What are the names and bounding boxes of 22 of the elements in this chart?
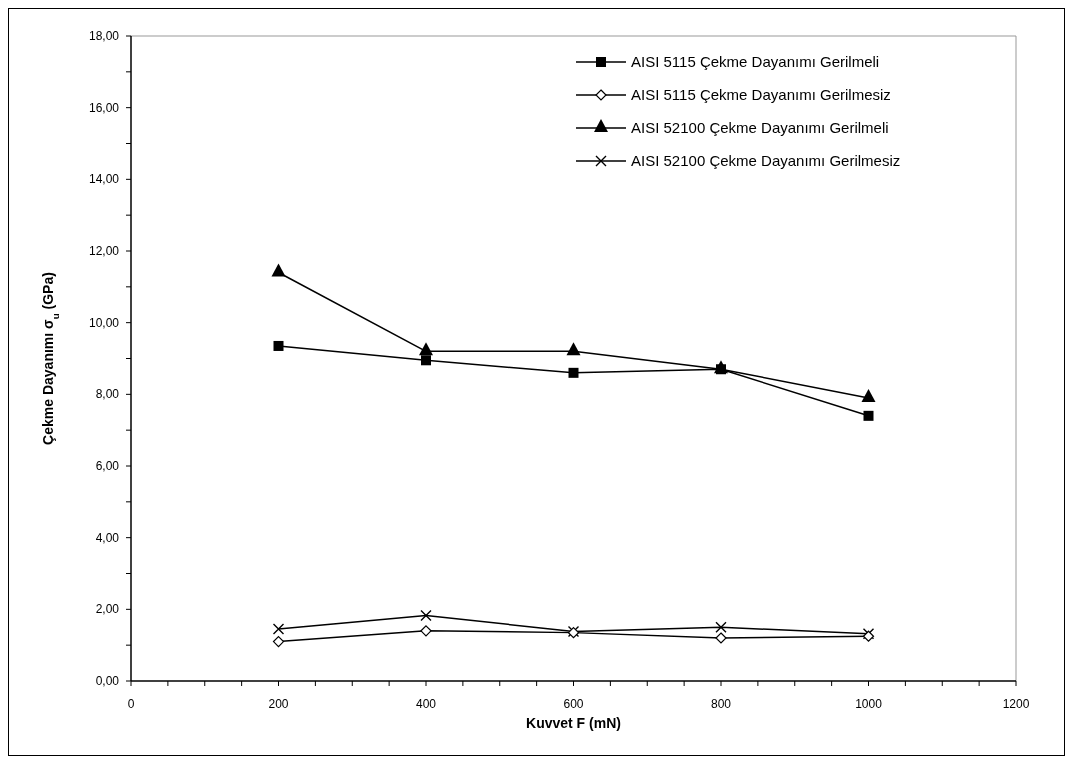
y-tick-label: 8,00 <box>95 387 120 402</box>
x-axis-title: Kuvvet F (mN) <box>526 715 621 731</box>
y-tick-label: 16,00 <box>88 100 120 115</box>
y-tick-label: 2,00 <box>95 602 120 617</box>
y-tick-label: 14,00 <box>88 172 120 187</box>
y-tick-label: 4,00 <box>95 530 120 545</box>
x-tick-label: 200 <box>268 697 289 711</box>
y-tick-label: 12,00 <box>88 244 120 258</box>
legend-label: AISI 5115 Çekme Dayanımı Gerilmesiz <box>631 86 891 103</box>
y-tick-label: 10,00 <box>88 315 120 330</box>
x-tick-label: 0 <box>127 697 135 711</box>
legend-label: AISI 52100 Çekme Dayanımı Gerilmesiz <box>631 152 901 169</box>
x-tick-label: 1200 <box>1002 697 1030 711</box>
y-tick-label: 6,00 <box>95 459 120 473</box>
legend-label: AISI 5115 Çekme Dayanımı Gerilmeli <box>631 53 880 70</box>
y-tick-label: 0,00 <box>95 674 120 688</box>
x-tick-label: 1000 <box>855 697 883 711</box>
y-tick-label: 18,00 <box>88 29 120 43</box>
x-tick-label: 800 <box>710 697 732 711</box>
legend-label: AISI 52100 Çekme Dayanımı Gerilmeli <box>631 119 889 136</box>
x-tick-label: 600 <box>563 697 584 711</box>
x-tick-label: 400 <box>415 697 437 711</box>
